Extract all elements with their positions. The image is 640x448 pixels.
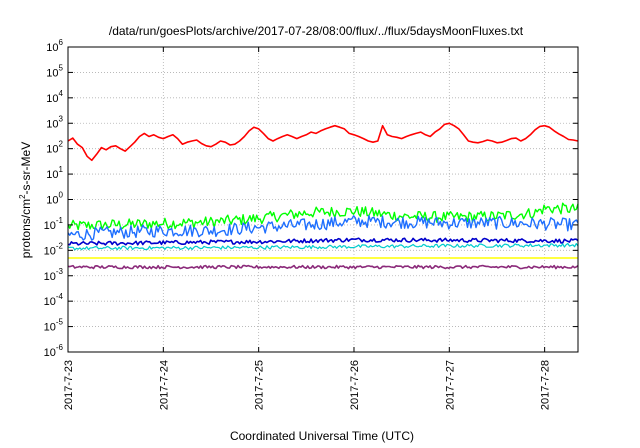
x-tick-label: 2017-7-27 [444, 360, 456, 410]
chart-title: /data/run/goesPlots/archive/2017-07-28/0… [109, 24, 524, 38]
y-tick-label: 101 [46, 165, 63, 181]
y-tick-label: 103 [46, 114, 63, 130]
series-line-2 [67, 214, 579, 241]
y-tick-label-exp: -1 [56, 216, 64, 225]
y-tick-label: 10-5 [44, 318, 64, 334]
series-line-6 [67, 264, 579, 270]
y-tick-label-exp: 4 [59, 89, 64, 98]
y-tick-label-base: 10 [44, 245, 56, 257]
y-tick-label-base: 10 [44, 296, 56, 308]
x-tick-label: 2017-7-23 [63, 360, 75, 410]
y-tick-label-exp: 2 [59, 140, 64, 149]
y-tick-label: 105 [46, 63, 63, 79]
y-tick-label: 100 [46, 191, 63, 207]
y-axis-label-tail: -s-sr-MeV [19, 142, 33, 195]
y-tick-labels: 10610510410310210110010-110-210-310-410-… [44, 38, 64, 359]
y-tick-label-exp: -2 [56, 241, 64, 250]
x-tick-label: 2017-7-28 [540, 360, 552, 410]
grid [67, 47, 578, 352]
y-tick-label-base: 10 [46, 42, 58, 54]
x-tick-label: 2017-7-25 [254, 360, 266, 410]
axis-ticks [67, 46, 578, 353]
data-series [67, 122, 579, 270]
y-tick-label: 10-2 [44, 241, 64, 257]
y-tick-label-base: 10 [44, 220, 56, 232]
y-tick-label: 102 [46, 140, 63, 156]
y-tick-label: 10-4 [44, 292, 64, 308]
y-tick-label-base: 10 [44, 322, 56, 334]
y-tick-label-base: 10 [44, 271, 56, 283]
x-tick-label: 2017-7-24 [158, 360, 170, 410]
y-tick-label-exp: 3 [59, 114, 64, 123]
x-tick-label: 2017-7-26 [349, 360, 361, 410]
series-line-0 [67, 122, 579, 162]
series-line-4 [67, 242, 579, 251]
y-axis-label-sup: 2 [18, 194, 27, 199]
y-tick-label: 106 [46, 38, 63, 54]
y-tick-label-exp: -6 [56, 343, 64, 352]
y-tick-label-base: 10 [46, 144, 58, 156]
y-tick-label: 10-3 [44, 267, 64, 283]
y-tick-label-base: 10 [44, 347, 56, 359]
x-axis-label: Coordinated Universal Time (UTC) [230, 429, 414, 443]
y-tick-label-exp: -4 [56, 292, 64, 301]
y-tick-label: 10-6 [44, 343, 64, 359]
y-tick-label-base: 10 [46, 93, 58, 105]
y-tick-label-exp: 0 [59, 191, 64, 200]
y-tick-label: 104 [46, 89, 63, 105]
y-axis-label: protons/cm2-s-sr-MeV [18, 142, 33, 258]
series-line-1 [67, 202, 579, 231]
y-tick-label: 10-1 [44, 216, 64, 232]
series-line-3 [67, 237, 579, 246]
x-tick-labels: 2017-7-23 2017-7-24 2017-7-25 2017-7-26 2017… [63, 360, 552, 410]
y-tick-label-base: 10 [46, 169, 58, 181]
y-tick-label-exp: 1 [59, 165, 64, 174]
y-tick-label-base: 10 [46, 195, 58, 207]
y-tick-label-exp: 5 [59, 63, 64, 72]
y-tick-label-base: 10 [46, 118, 58, 130]
y-tick-label-base: 10 [46, 67, 58, 79]
y-tick-label-exp: 6 [59, 38, 64, 47]
y-axis-label-main: protons/cm [19, 199, 33, 258]
y-tick-label-exp: -3 [56, 267, 64, 276]
y-tick-label-exp: -5 [56, 318, 64, 327]
